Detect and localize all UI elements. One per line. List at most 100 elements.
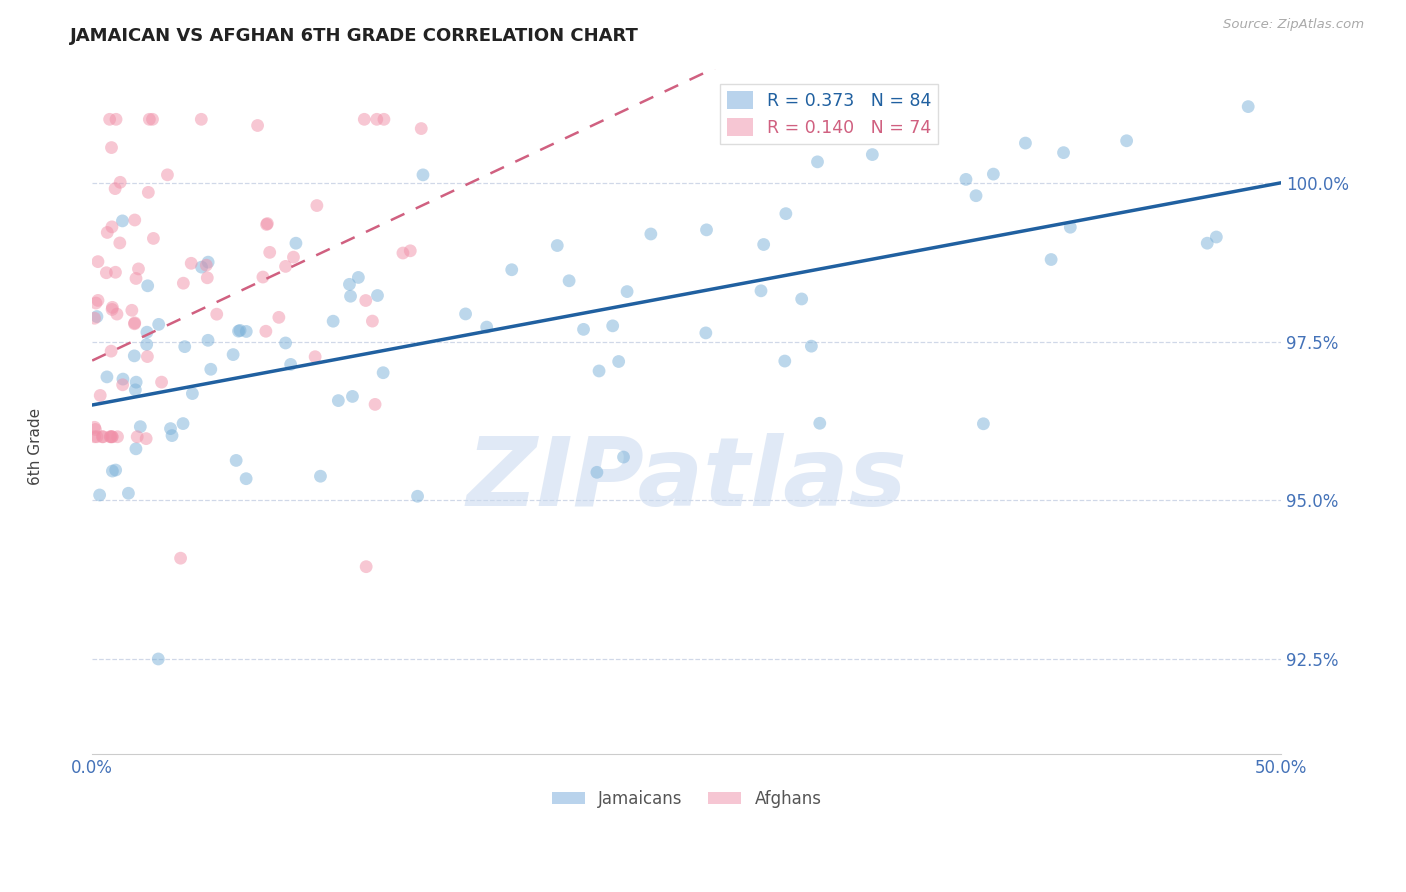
Point bbox=[125, 271, 148, 285]
Point bbox=[965, 188, 987, 202]
Point bbox=[142, 231, 165, 245]
Point bbox=[259, 245, 281, 260]
Point bbox=[399, 244, 422, 258]
Point bbox=[254, 324, 277, 338]
Point bbox=[124, 349, 146, 363]
Point bbox=[159, 421, 181, 435]
Point bbox=[136, 325, 159, 339]
Point bbox=[1205, 230, 1227, 244]
Point bbox=[124, 383, 146, 397]
Point bbox=[229, 323, 252, 337]
Text: 6th Grade: 6th Grade bbox=[28, 408, 42, 484]
Point bbox=[1237, 100, 1260, 114]
Point bbox=[135, 337, 157, 351]
Point bbox=[339, 289, 361, 303]
Point bbox=[1052, 145, 1074, 160]
Point bbox=[150, 375, 173, 389]
Point bbox=[252, 270, 274, 285]
Point bbox=[222, 348, 245, 362]
Point bbox=[91, 430, 114, 444]
Point bbox=[392, 246, 415, 260]
Point bbox=[361, 314, 384, 328]
Point bbox=[235, 472, 257, 486]
Point bbox=[180, 256, 202, 270]
Point bbox=[129, 419, 152, 434]
Point bbox=[96, 266, 118, 280]
Point bbox=[87, 254, 110, 268]
Point bbox=[104, 265, 127, 279]
Point bbox=[105, 307, 128, 321]
Point bbox=[89, 388, 111, 402]
Point bbox=[111, 377, 134, 392]
Point bbox=[98, 430, 121, 444]
Point bbox=[156, 168, 179, 182]
Point bbox=[616, 285, 638, 299]
Point bbox=[800, 339, 823, 353]
Point bbox=[1115, 134, 1137, 148]
Point bbox=[373, 112, 395, 127]
Point bbox=[412, 168, 434, 182]
Point bbox=[124, 317, 146, 331]
Point bbox=[354, 293, 377, 308]
Point bbox=[148, 318, 170, 332]
Point bbox=[108, 235, 131, 250]
Point bbox=[124, 316, 146, 330]
Text: JAMAICAN VS AFGHAN 6TH GRADE CORRELATION CHART: JAMAICAN VS AFGHAN 6TH GRADE CORRELATION… bbox=[70, 27, 640, 45]
Point bbox=[339, 277, 361, 292]
Point bbox=[640, 227, 662, 241]
Point bbox=[586, 465, 609, 479]
Point bbox=[101, 430, 124, 444]
Point bbox=[100, 140, 122, 154]
Point bbox=[347, 270, 370, 285]
Point bbox=[546, 238, 568, 252]
Point bbox=[773, 354, 796, 368]
Point bbox=[111, 214, 134, 228]
Point bbox=[100, 344, 122, 359]
Point bbox=[322, 314, 344, 328]
Point bbox=[136, 278, 159, 293]
Point bbox=[256, 217, 278, 231]
Point bbox=[695, 326, 717, 340]
Point bbox=[246, 119, 269, 133]
Point bbox=[173, 340, 195, 354]
Point bbox=[602, 318, 624, 333]
Point bbox=[1040, 252, 1063, 267]
Point bbox=[86, 430, 108, 444]
Point bbox=[1197, 236, 1219, 251]
Point bbox=[136, 350, 159, 364]
Point bbox=[96, 370, 118, 384]
Point bbox=[84, 296, 107, 310]
Point bbox=[572, 322, 595, 336]
Point bbox=[228, 324, 250, 338]
Point bbox=[84, 422, 107, 436]
Point bbox=[411, 121, 433, 136]
Point bbox=[612, 450, 634, 464]
Point bbox=[328, 393, 350, 408]
Point bbox=[860, 147, 883, 161]
Point bbox=[83, 420, 105, 434]
Point bbox=[309, 469, 332, 483]
Point bbox=[558, 274, 581, 288]
Point bbox=[101, 430, 124, 444]
Point bbox=[607, 354, 630, 368]
Point bbox=[284, 236, 307, 251]
Point bbox=[195, 258, 218, 272]
Point bbox=[87, 293, 110, 308]
Point bbox=[89, 488, 111, 502]
Point bbox=[342, 389, 364, 403]
Point bbox=[100, 430, 122, 444]
Point bbox=[235, 325, 257, 339]
Point bbox=[83, 430, 105, 444]
Point bbox=[808, 417, 831, 431]
Point bbox=[274, 260, 297, 274]
Point bbox=[136, 186, 159, 200]
Point bbox=[107, 430, 129, 444]
Point bbox=[108, 175, 131, 189]
Point bbox=[195, 270, 218, 285]
Point bbox=[124, 213, 146, 227]
Point bbox=[190, 112, 212, 127]
Point bbox=[197, 255, 219, 269]
Point bbox=[105, 112, 128, 127]
Point bbox=[454, 307, 477, 321]
Point bbox=[101, 464, 124, 478]
